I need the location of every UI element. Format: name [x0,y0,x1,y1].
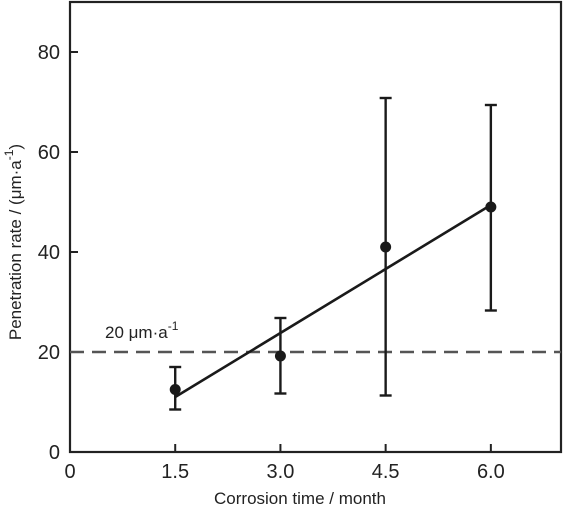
plot-frame [68,0,563,454]
y-tick-label: 20 [38,342,60,364]
data-point [485,201,497,213]
y-axis-title: Penetration rate / (μm·a-1) [2,144,25,340]
x-tick-label: 1.5 [161,461,189,483]
x-tick-label: 4.5 [372,461,400,483]
x-tick-label: 3.0 [267,461,295,483]
data-point [169,384,181,395]
y-axis-ticks: 0 20 40 60 80 [38,42,78,464]
y-tick-label: 0 [49,442,60,464]
reference-line-label: 20 μm·a-1 [105,319,179,342]
fit-line [174,203,492,399]
y-tick-label: 40 [38,242,60,264]
x-axis-title: Corrosion time / month [214,489,386,508]
data-marks [169,96,497,411]
x-tick-label: 6.0 [477,461,505,483]
y-tick-label: 60 [38,142,60,164]
y-tick-label: 80 [38,42,60,64]
data-point [274,350,286,362]
x-tick-label: 0 [64,461,75,483]
data-point [380,241,392,253]
x-axis-ticks: 0 1.5 3.0 4.5 6.0 [64,444,505,483]
